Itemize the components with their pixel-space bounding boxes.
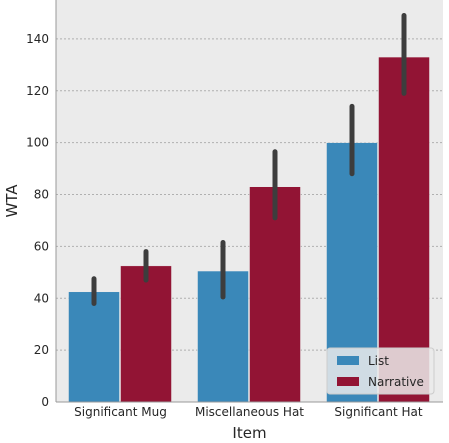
- bar-narrative-significant-hat: [378, 56, 430, 403]
- bar-list-significant-mug: [68, 291, 120, 403]
- y-tick-label: 20: [34, 343, 49, 357]
- y-tick-label: 100: [26, 136, 49, 150]
- legend-label-narrative: Narrative: [368, 375, 424, 389]
- legend-label-list: List: [368, 354, 389, 368]
- error-bars: [91, 13, 407, 306]
- y-axis-label: WTA: [3, 184, 21, 218]
- x-tick-labels: Significant Mug Miscellaneous Hat Signific…: [74, 405, 423, 419]
- legend-swatch-narrative: [337, 377, 359, 386]
- x-tick-label: Significant Hat: [334, 405, 423, 419]
- y-tick-label: 60: [34, 239, 49, 253]
- y-tick-label: 80: [34, 188, 49, 202]
- y-tick-label: 140: [26, 32, 49, 46]
- x-tick-label: Significant Mug: [74, 405, 167, 419]
- x-tick-label: Miscellaneous Hat: [195, 405, 304, 419]
- legend: List Narrative: [326, 347, 435, 395]
- y-tick-labels: 0 20 40 60 80 100 120 140: [26, 32, 49, 409]
- y-tick-label: 120: [26, 84, 49, 98]
- x-axis-label: Item: [232, 424, 266, 442]
- y-tick-label: 0: [41, 395, 49, 409]
- bar-narrative-significant-mug: [120, 265, 172, 403]
- legend-swatch-list: [337, 356, 359, 365]
- y-tick-label: 40: [34, 291, 49, 305]
